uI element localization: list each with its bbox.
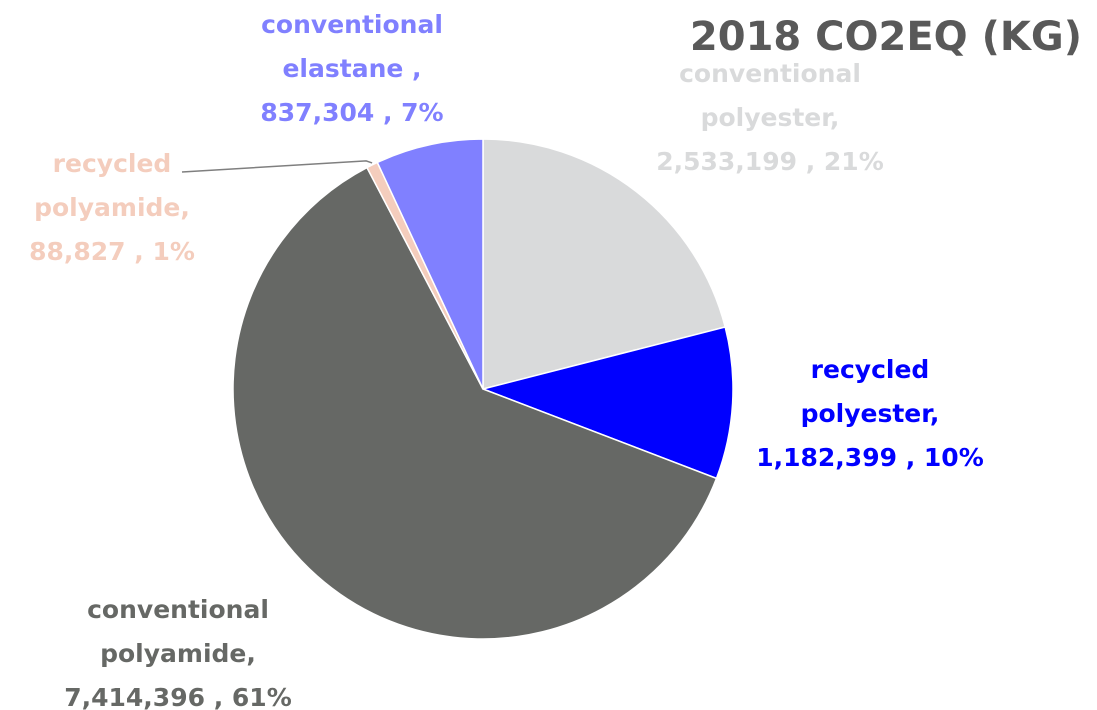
pie-slices (232, 138, 734, 640)
slice-label-line: conventional (261, 10, 443, 39)
slice-label-recycled-polyester: recycled polyester, 1,182,399 , 10% (756, 355, 984, 472)
slice-label-line: conventional (679, 59, 861, 88)
slice-label-conventional-polyester: conventional polyester, 2,533,199 , 21% (656, 59, 884, 176)
slice-label-line: 837,304 , 7% (260, 98, 443, 127)
slice-label-line: polyester, (701, 103, 840, 132)
leader-lines (181, 160, 373, 173)
pie-slice-conventional-elastane (376, 138, 484, 390)
pie-slice-conventional-polyester (482, 138, 727, 390)
slice-label-line: 1,182,399 , 10% (756, 443, 984, 472)
slice-labels: conventional polyester, 2,533,199 , 21% rec… (29, 10, 984, 710)
slice-label-line: polyamide, (34, 193, 190, 222)
leader-line-recycled-polyamide (181, 160, 373, 173)
pie-slice-conventional-polyamide (232, 166, 718, 640)
slice-label-recycled-polyamide: recycled polyamide, 88,827 , 1% (29, 149, 195, 266)
slice-label-line: conventional (87, 595, 269, 624)
slice-label-line: recycled (53, 149, 172, 178)
slice-label-line: 88,827 , 1% (29, 237, 195, 266)
slice-label-line: polyamide, (100, 639, 256, 668)
slice-label-line: 7,414,396 , 61% (64, 683, 292, 710)
slice-label-conventional-polyamide: conventional polyamide, 7,414,396 , 61% (64, 595, 292, 710)
slice-label-conventional-elastane: conventional elastane , 837,304 , 7% (260, 10, 443, 127)
slice-label-line: elastane , (282, 54, 421, 83)
slice-label-line: recycled (811, 355, 930, 384)
slice-label-line: 2,533,199 , 21% (656, 147, 884, 176)
pie-slice-recycled-polyester (480, 326, 734, 480)
chart-title: 2018 CO2EQ (KG) (690, 14, 1082, 60)
slice-label-line: polyester, (801, 399, 940, 428)
